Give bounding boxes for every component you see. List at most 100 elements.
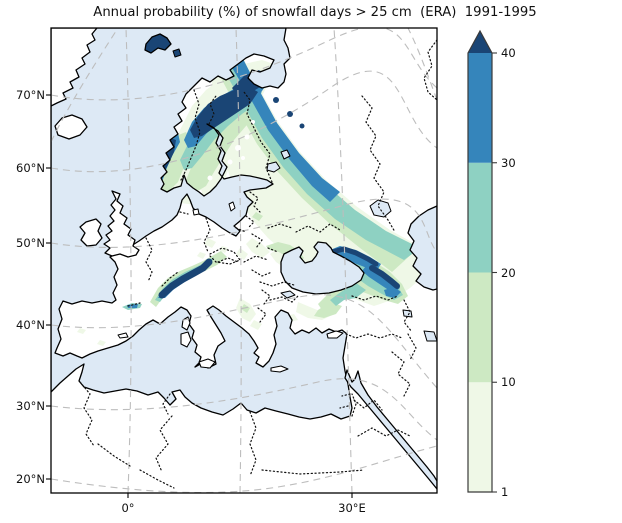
lake-ladoga: [266, 161, 281, 173]
colorbar-segment-10-20: [468, 272, 492, 383]
data-speckle: [207, 175, 213, 181]
data-speckle: [241, 156, 245, 160]
border: [261, 289, 271, 305]
meridian-15w: [51, 28, 119, 143]
border: [243, 91, 273, 183]
data-region: [180, 92, 262, 170]
border: [345, 333, 403, 339]
data-speckle: [77, 328, 86, 334]
data-speckle: [219, 246, 228, 253]
parallel-50n: [51, 198, 437, 253]
border: [351, 295, 399, 301]
sardinia: [180, 331, 192, 348]
border: [257, 307, 267, 323]
ireland: [79, 218, 103, 247]
colorbar-label-30: 30: [501, 156, 516, 170]
data-region: [160, 132, 192, 192]
parallel-40n: [51, 294, 437, 389]
axes-frame: 70°N 60°N 50°N 40°N 30°N 20°N 0° 30°E: [16, 27, 438, 515]
data-region: [369, 265, 400, 289]
border: [267, 223, 293, 229]
lat-label-30n: 30°N: [16, 399, 45, 413]
border: [145, 237, 153, 283]
border: [79, 381, 95, 447]
border: [249, 411, 257, 477]
data-region: [384, 287, 401, 298]
border: [361, 95, 396, 233]
data-speckle: [227, 159, 233, 165]
axis-labels: 70°N 60°N 50°N 40°N 30°N 20°N 0° 30°E: [16, 88, 366, 515]
colorbar-ticks: [492, 52, 497, 493]
data-region: [186, 102, 262, 192]
data-layer: [77, 52, 437, 346]
lat-label-20n: 20°N: [16, 472, 45, 486]
caspian-sea: [407, 205, 437, 291]
border: [357, 427, 411, 437]
meridian-30e: [333, 28, 353, 493]
lon-label-30e: 30°E: [338, 501, 366, 515]
colorbar-labels: 40 30 20 10 1: [501, 46, 516, 499]
colorbar-label-1: 1: [501, 485, 508, 499]
map-area: [51, 28, 437, 493]
lat-label-40n: 40°N: [16, 318, 45, 332]
border: [249, 191, 261, 213]
border: [203, 217, 211, 253]
data-speckle: [97, 340, 106, 346]
data-speckle: [299, 123, 305, 129]
data-speckle: [250, 320, 262, 330]
black-sea: [280, 241, 365, 295]
map-frame: [50, 27, 438, 494]
border: [353, 399, 383, 411]
data-speckle: [236, 248, 248, 260]
border: [351, 393, 357, 417]
lake-urmia: [423, 330, 437, 342]
data-region: [329, 246, 379, 267]
border: [251, 233, 263, 249]
colorbar-segment-1-10: [468, 382, 492, 492]
border: [208, 95, 217, 125]
border: [235, 227, 247, 233]
sjaelland: [192, 208, 200, 216]
data-region: [190, 86, 258, 138]
border: [423, 39, 437, 101]
meridian-45e: [407, 28, 437, 101]
border: [295, 223, 341, 233]
data-speckle: [287, 111, 293, 117]
rybinsk-reservoir: [369, 199, 392, 218]
colorbar-label-40: 40: [501, 46, 516, 60]
data-speckle: [252, 212, 263, 221]
lake-van: [402, 309, 413, 318]
balearic-islands: [117, 332, 129, 339]
sicily: [198, 358, 216, 369]
colorbar-label-20: 20: [501, 266, 516, 280]
islands-layer: [51, 28, 344, 373]
border: [162, 393, 171, 415]
parallel-30n: [51, 378, 437, 441]
red-sea: [344, 369, 437, 490]
border: [269, 295, 299, 303]
border: [339, 405, 349, 409]
colorbar-segment-20-30: [468, 162, 492, 273]
cyprus: [326, 330, 344, 339]
border: [403, 299, 413, 333]
colorbar-label-10: 10: [501, 375, 516, 389]
data-region: [127, 304, 138, 308]
border: [267, 247, 279, 253]
parallel-60n: [51, 70, 437, 173]
lat-label-60n: 60°N: [16, 161, 45, 175]
colorbar-outline: [467, 29, 493, 493]
colorbar: 40 30 20 10 1: [467, 29, 516, 499]
greenland-coast: [51, 28, 98, 107]
data-region: [314, 302, 342, 318]
data-speckle: [246, 238, 270, 258]
lon-label-0: 0°: [121, 501, 134, 515]
gotland: [228, 201, 236, 212]
meridian-15e: [235, 28, 242, 493]
border: [97, 443, 131, 467]
border: [179, 211, 189, 215]
data-region: [158, 258, 213, 299]
border: [245, 215, 255, 229]
border: [161, 271, 179, 287]
crete: [270, 365, 289, 373]
